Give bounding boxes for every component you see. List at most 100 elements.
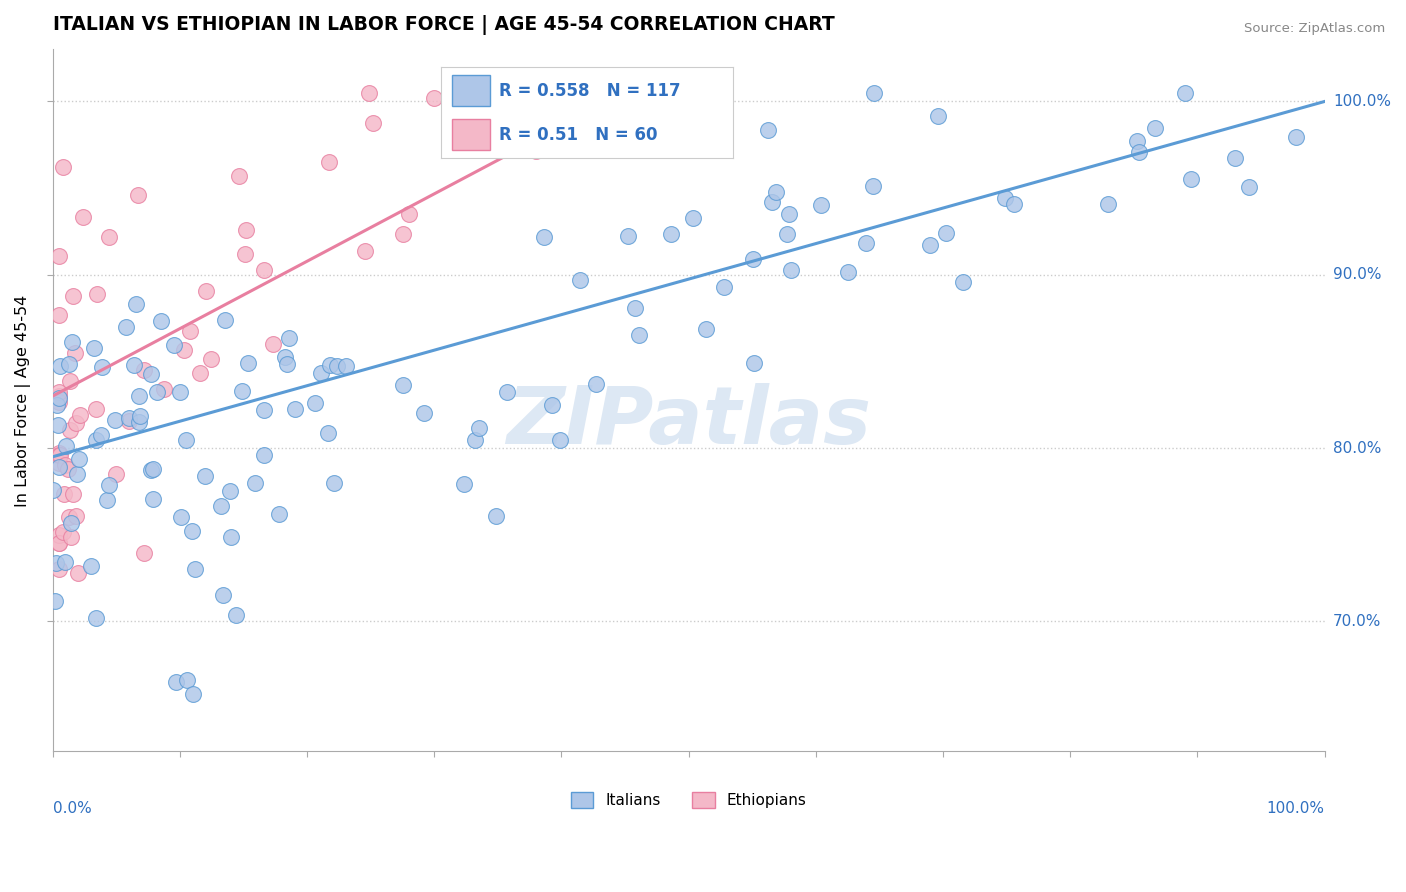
Point (311, 366, 333, 380)
Point (464, 433, 486, 447)
Point (181, 687, 204, 701)
Point (44, 594, 66, 608)
Point (122, 358, 145, 372)
Point (284, 401, 307, 416)
Point (276, 357, 298, 371)
Point (80, 558, 103, 573)
Point (188, 366, 211, 380)
Point (52, 161, 75, 175)
Point (392, 378, 415, 392)
Point (219, 530, 242, 544)
Point (863, 86, 886, 100)
Point (322, 476, 344, 491)
Point (548, 434, 571, 448)
Point (165, 675, 187, 690)
Point (778, 207, 800, 221)
Point (132, 362, 155, 376)
Point (194, 468, 217, 483)
Point (48, 536, 70, 550)
Point (994, 191, 1017, 205)
Point (837, 264, 859, 278)
Point (59, 530, 82, 544)
Point (486, 93, 509, 107)
Text: 80.0%: 80.0% (1333, 441, 1381, 456)
Point (114, 319, 136, 334)
Point (335, 359, 357, 373)
Point (58, 509, 80, 524)
Point (48, 384, 70, 399)
Point (326, 359, 349, 374)
Point (776, 227, 799, 241)
Point (319, 358, 342, 372)
Point (413, 406, 436, 420)
Point (179, 324, 201, 338)
Point (180, 524, 202, 539)
Text: 90.0%: 90.0% (1333, 268, 1382, 282)
Point (150, 314, 173, 328)
Point (318, 154, 340, 169)
Point (274, 350, 297, 364)
Point (617, 229, 640, 244)
Text: ZIPatlas: ZIPatlas (506, 383, 872, 460)
Point (62, 486, 84, 500)
Text: 70.0%: 70.0% (1333, 614, 1381, 629)
Point (69, 408, 91, 422)
Point (278, 331, 301, 345)
Point (66, 566, 89, 581)
Point (219, 484, 242, 499)
Point (142, 491, 165, 506)
Point (48, 391, 70, 405)
Point (56, 462, 79, 476)
Point (935, 226, 957, 240)
Point (91, 359, 114, 374)
Point (132, 546, 155, 560)
Point (211, 589, 233, 603)
Point (65, 467, 87, 482)
Point (862, 179, 884, 194)
Point (45, 398, 67, 412)
Point (63, 346, 86, 360)
Point (304, 395, 326, 409)
Point (235, 223, 257, 237)
Point (139, 368, 162, 382)
Point (391, 227, 413, 241)
Point (176, 433, 198, 447)
Point (118, 414, 141, 428)
Point (569, 273, 592, 287)
Point (682, 211, 704, 226)
Point (48, 460, 70, 475)
Point (761, 194, 783, 209)
Point (125, 297, 148, 311)
Point (128, 415, 150, 429)
Point (1126, 135, 1149, 149)
Point (231, 384, 253, 399)
Point (53, 458, 76, 473)
Point (65, 509, 87, 524)
Point (83, 341, 105, 355)
Point (59, 374, 82, 388)
Point (423, 91, 446, 105)
Point (765, 185, 787, 199)
Point (628, 327, 651, 342)
Point (449, 93, 471, 107)
Point (233, 247, 256, 261)
Point (86, 611, 108, 625)
Point (485, 508, 508, 523)
Point (228, 169, 250, 183)
Legend: Italians, Ethiopians: Italians, Ethiopians (564, 786, 813, 814)
Point (238, 356, 260, 370)
Point (624, 301, 647, 316)
Point (139, 463, 162, 477)
Point (84, 401, 107, 416)
Point (1002, 197, 1025, 211)
Point (855, 235, 877, 250)
Point (48, 249, 70, 263)
Point (357, 86, 380, 100)
Point (1225, 151, 1247, 165)
Point (42, 483, 65, 498)
Point (744, 357, 766, 371)
Point (1128, 145, 1150, 159)
Point (62, 335, 84, 350)
Point (195, 284, 218, 298)
Point (152, 383, 174, 397)
